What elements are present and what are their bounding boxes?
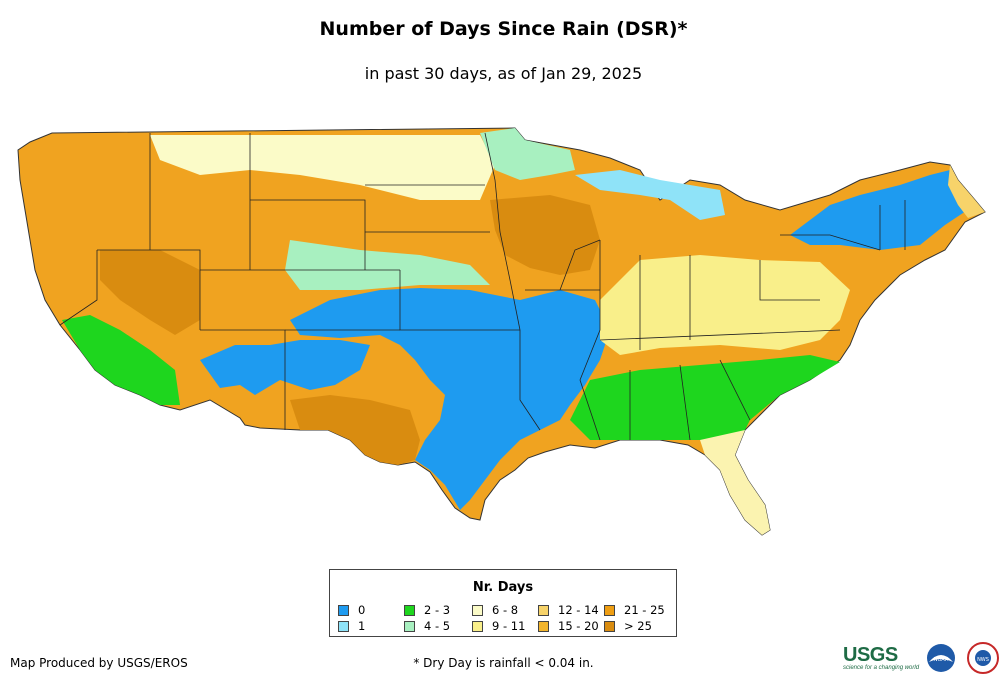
region-west-brown [100, 250, 200, 335]
noaa-bird-icon [929, 655, 953, 662]
legend-label: 12 - 14 [558, 603, 599, 617]
legend-item: 6 - 8 [472, 604, 518, 617]
state-lines [59, 132, 906, 441]
seal-logos: NOAA NWS [927, 642, 999, 674]
legend-item: 15 - 20 [538, 620, 599, 633]
legend-item: 1 [338, 620, 365, 633]
legend-label: 1 [358, 619, 366, 633]
region-florida-yellow [700, 430, 770, 535]
region-maine-yellow [948, 165, 985, 218]
region-texas-west-brown [290, 395, 420, 465]
legend-label: 0 [358, 603, 366, 617]
region-minnesota-mint [480, 128, 575, 180]
legend-item: 0 [338, 604, 365, 617]
usgs-logo: USGS science for a changing world [843, 644, 919, 671]
legend-item: 21 - 25 [604, 604, 665, 617]
legend-label: 2 - 3 [424, 603, 451, 617]
legend-title: Nr. Days [472, 580, 534, 595]
legend-swatch [538, 605, 549, 616]
region-california-green [62, 315, 180, 405]
svg-text:NOAA: NOAA [934, 657, 949, 663]
legend-item: > 25 [604, 620, 652, 633]
usgs-logo-text: USGS [843, 644, 898, 666]
legend-label: 4 - 5 [424, 619, 451, 633]
region-midwest-brown [490, 195, 600, 275]
legend-label: 21 - 25 [624, 603, 665, 617]
legend-label: > 25 [624, 619, 652, 633]
legend-swatch [538, 621, 549, 632]
legend-label: 6 - 8 [492, 603, 519, 617]
legend-item: 4 - 5 [404, 620, 450, 633]
map-subtitle: in past 30 days, as of Jan 29, 2025 [364, 64, 643, 83]
legend-swatch [472, 621, 483, 632]
legend: Nr. Days 0 1 2 - 3 4 - 5 6 - 8 9 - 11 12 - 14 1… [329, 569, 677, 637]
legend-item: 12 - 14 [538, 604, 599, 617]
region-northern-plains-lightyellow [150, 135, 495, 200]
legend-swatch [338, 605, 349, 616]
region-central-blue [290, 288, 610, 510]
legend-item: 2 - 3 [404, 604, 450, 617]
region-ohio-valley-yellow [600, 255, 850, 355]
usgs-tagline: science for a changing world [843, 665, 920, 671]
map-title: Number of Days Since Rain (DSR)* [319, 18, 688, 40]
legend-swatch [472, 605, 483, 616]
legend-swatch [338, 621, 349, 632]
legend-item: 9 - 11 [472, 620, 525, 633]
region-northeast-blue [790, 170, 975, 250]
legend-label: 15 - 20 [558, 619, 599, 633]
legend-swatch [604, 621, 615, 632]
legend-label: 9 - 11 [492, 619, 526, 633]
region-great-lakes-cyan [575, 170, 725, 220]
nws-inner-icon [975, 650, 991, 666]
svg-text:NWS: NWS [977, 657, 989, 663]
footnote-text: * Dry Day is rainfall < 0.04 in. [413, 656, 594, 670]
legend-swatch [604, 605, 615, 616]
region-plains-mint [285, 240, 490, 290]
legend-swatch [404, 621, 415, 632]
credit-text: Map Produced by USGS/EROS [10, 656, 188, 670]
legend-swatch [404, 605, 415, 616]
agency-logos: USGS science for a changing world NOAA N… [843, 640, 1003, 680]
region-southeast-green [570, 355, 840, 440]
